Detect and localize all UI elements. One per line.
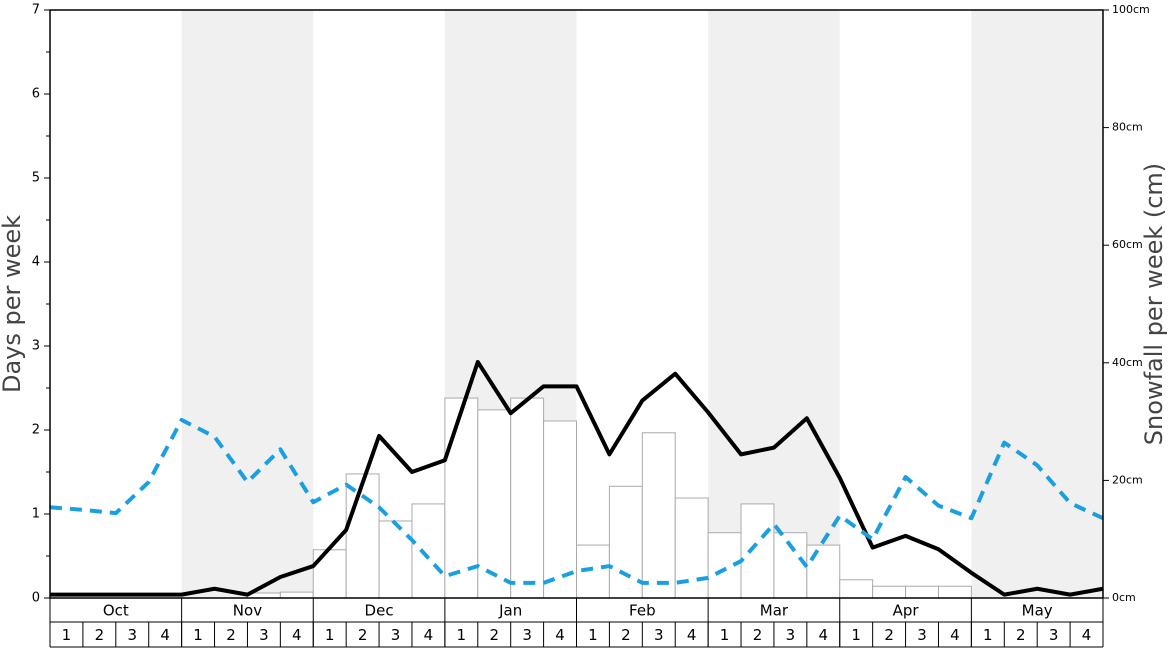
bar — [937, 585, 972, 599]
month-label: Nov — [233, 602, 262, 620]
week-label: 3 — [917, 626, 927, 644]
bar — [872, 585, 907, 599]
month-label: May — [1022, 602, 1053, 620]
y2-tick-label: 40cm — [1112, 356, 1143, 369]
line-series — [50, 359, 1104, 597]
week-label: 1 — [457, 626, 467, 644]
bar — [444, 397, 479, 599]
week-label: 2 — [753, 626, 763, 644]
week-label: 3 — [522, 626, 532, 644]
bar — [345, 473, 380, 599]
month-band — [181, 10, 314, 598]
week-label: 2 — [489, 626, 499, 644]
week-label: 1 — [720, 626, 730, 644]
week-label: 4 — [950, 626, 960, 644]
bar — [411, 503, 446, 599]
y-axis-label: Days per week — [0, 215, 26, 393]
week-label: 4 — [292, 626, 302, 644]
week-label: 2 — [884, 626, 894, 644]
y-tick-label: 0 — [32, 591, 40, 606]
week-label: 3 — [259, 626, 269, 644]
bar — [477, 409, 512, 599]
week-label: 1 — [193, 626, 203, 644]
week-label: 2 — [95, 626, 105, 644]
week-label: 1 — [983, 626, 993, 644]
month-label: Feb — [629, 602, 656, 620]
week-label: 3 — [127, 626, 137, 644]
bar — [543, 420, 577, 599]
week-label: 4 — [1082, 626, 1092, 644]
y2-tick-label: 80cm — [1112, 121, 1143, 134]
month-band — [708, 10, 840, 598]
y-tick-label: 7 — [32, 3, 40, 18]
y2-tick-label: 60cm — [1112, 238, 1143, 251]
y-tick-label: 6 — [32, 87, 40, 102]
week-label: 3 — [786, 626, 796, 644]
week-label: 4 — [160, 626, 170, 644]
week-label: 2 — [1016, 626, 1026, 644]
week-label: 4 — [687, 626, 697, 644]
bar — [806, 544, 841, 599]
y-tick-label: 2 — [32, 423, 40, 438]
week-label: 3 — [1049, 626, 1059, 644]
y-tick-label: 1 — [32, 507, 40, 522]
month-label: Dec — [365, 602, 394, 620]
bar — [378, 520, 413, 599]
week-label: 2 — [621, 626, 631, 644]
y-tick-label: 5 — [32, 171, 40, 186]
y2-tick-label: 20cm — [1112, 473, 1143, 486]
bar — [608, 485, 643, 599]
month-label: Jan — [498, 602, 522, 620]
y-tick-label: 3 — [32, 339, 40, 354]
week-label: 2 — [358, 626, 368, 644]
month-band — [971, 10, 1103, 598]
bar — [740, 503, 775, 599]
week-label: 1 — [325, 626, 335, 644]
week-label: 2 — [226, 626, 236, 644]
week-label: 4 — [424, 626, 434, 644]
week-label: 4 — [555, 626, 565, 644]
bar — [839, 579, 874, 599]
bar — [641, 432, 676, 599]
bar — [279, 591, 314, 599]
y-tick-label: 4 — [32, 255, 40, 270]
week-label: 1 — [851, 626, 861, 644]
bar — [905, 585, 939, 599]
week-label: 1 — [62, 626, 72, 644]
y2-tick-label: 100cm — [1112, 3, 1150, 16]
bar — [312, 549, 347, 599]
y2-tick-label: 0cm — [1112, 591, 1136, 604]
week-label: 1 — [588, 626, 598, 644]
month-label: Apr — [893, 602, 920, 620]
week-label: 4 — [819, 626, 829, 644]
month-label: Oct — [103, 602, 129, 620]
y2-axis-label: Snowfall per week (cm) — [1140, 163, 1168, 445]
week-label: 3 — [654, 626, 664, 644]
month-label: Mar — [760, 602, 789, 620]
bar — [510, 397, 545, 599]
week-label: 3 — [391, 626, 401, 644]
